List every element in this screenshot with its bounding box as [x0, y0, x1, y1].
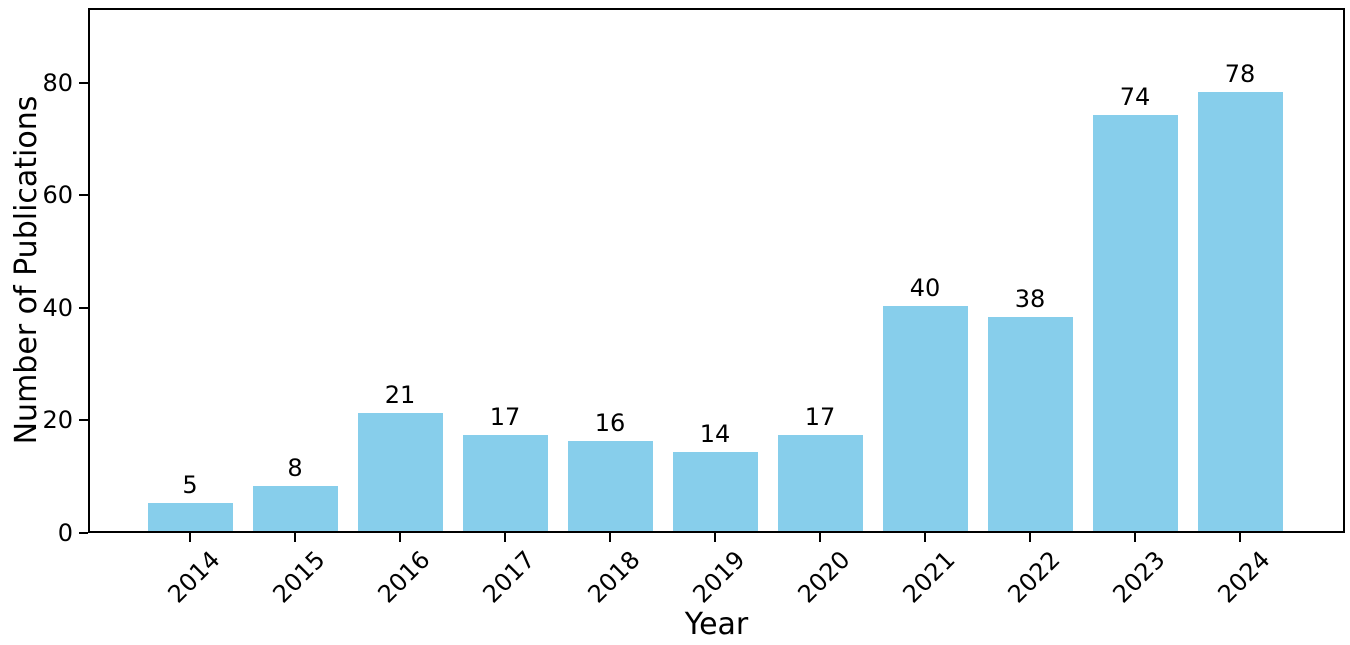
x-tick-label: 2017: [477, 545, 541, 609]
bar: [567, 440, 653, 531]
y-tick: [79, 306, 88, 309]
x-tick-label: 2021: [897, 545, 961, 609]
x-tick: [1029, 533, 1031, 542]
x-tick-label: 2015: [267, 545, 331, 609]
x-tick: [504, 533, 506, 542]
x-tick-label: 2020: [792, 545, 856, 609]
bar-value-label: 5: [182, 470, 198, 499]
bar: [252, 485, 338, 531]
bar: [987, 317, 1073, 531]
x-tick: [1239, 533, 1241, 542]
plot-area: 5 8 21 17 16 14 17 40 38 74 78: [88, 8, 1345, 533]
x-axis-label: Year: [684, 607, 749, 642]
x-tick: [819, 533, 821, 542]
bar: [672, 452, 758, 531]
x-tick-label: 2016: [372, 545, 436, 609]
bar-value-label: 14: [699, 420, 731, 449]
y-tick-label: 0: [57, 519, 73, 547]
bar-value-label: 17: [489, 403, 521, 432]
y-tick-label: 60: [42, 181, 73, 210]
bar-value-label: 40: [909, 273, 941, 302]
bar-value-label: 16: [594, 408, 626, 437]
x-tick: [924, 533, 926, 542]
bar-value-label: 74: [1119, 82, 1151, 111]
bar-value-label: 21: [384, 380, 416, 409]
x-tick: [1134, 533, 1136, 542]
y-axis-label: Number of Publications: [9, 95, 44, 445]
x-tick: [189, 533, 191, 542]
bar: [1092, 114, 1178, 531]
bar: [1197, 92, 1283, 531]
x-tick: [714, 533, 716, 542]
x-tick-label: 2024: [1212, 545, 1276, 609]
bar: [777, 435, 863, 531]
y-tick: [79, 532, 88, 534]
y-tick: [79, 419, 88, 422]
x-tick: [399, 533, 401, 542]
y-tick: [79, 81, 88, 84]
bar: [147, 502, 233, 531]
y-tick-label: 80: [42, 68, 73, 97]
bar-value-label: 78: [1224, 60, 1256, 89]
y-tick: [79, 194, 88, 197]
y-tick-label: 20: [42, 406, 73, 435]
bar: [882, 305, 968, 531]
bar-value-label: 8: [287, 453, 303, 482]
x-tick: [294, 533, 296, 542]
y-tick-label: 40: [42, 293, 73, 322]
x-tick-label: 2023: [1107, 545, 1171, 609]
bar: [357, 412, 443, 531]
x-tick-label: 2022: [1002, 545, 1066, 609]
x-tick-label: 2018: [582, 545, 646, 609]
bar-value-label: 38: [1014, 285, 1046, 314]
x-tick: [609, 533, 611, 542]
x-tick-label: 2019: [687, 545, 751, 609]
x-tick-label: 2014: [162, 545, 226, 609]
bar-value-label: 17: [804, 403, 836, 432]
bar: [462, 435, 548, 531]
